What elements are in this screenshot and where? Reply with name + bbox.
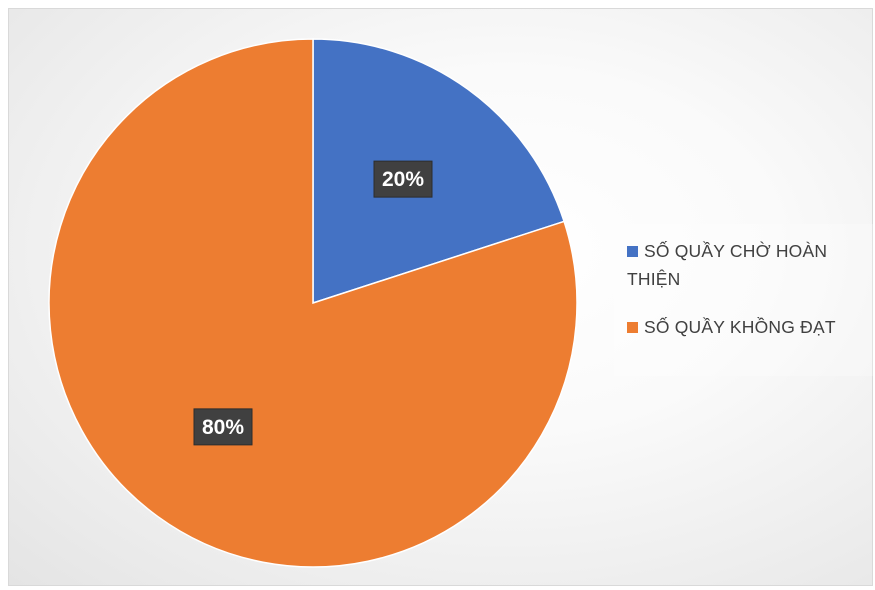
data-label-0: 20% [382,168,424,191]
pie-data-labels: 20% 80% [193,160,433,446]
pie-slice-1 [48,38,578,568]
pie-slices [48,38,578,568]
legend-swatch-0 [627,246,638,257]
legend-label-0-line-1: SỐ QUẦY CHỜ HOÀN [644,241,828,261]
data-label-bg-1 [193,408,253,446]
legend-entry-1: SỐ QUẦY KHỒNG ĐẠT [627,313,836,341]
pie-slice-0 [312,38,566,305]
legend-label-1: SỐ QUẦY KHỒNG ĐẠT [644,317,836,337]
legend-swatch-1 [627,322,638,333]
legend: SỐ QUẦY CHỜ HOÀN THIỆN SỐ QUẦY KHỒNG ĐẠT [614,224,875,376]
data-label-1: 80% [202,416,244,439]
legend-entry-0: SỐ QUẦY CHỜ HOÀN THIỆN [627,237,827,293]
legend-label-0-line-2: THIỆN [627,269,681,289]
data-label-bg-0 [373,160,433,198]
